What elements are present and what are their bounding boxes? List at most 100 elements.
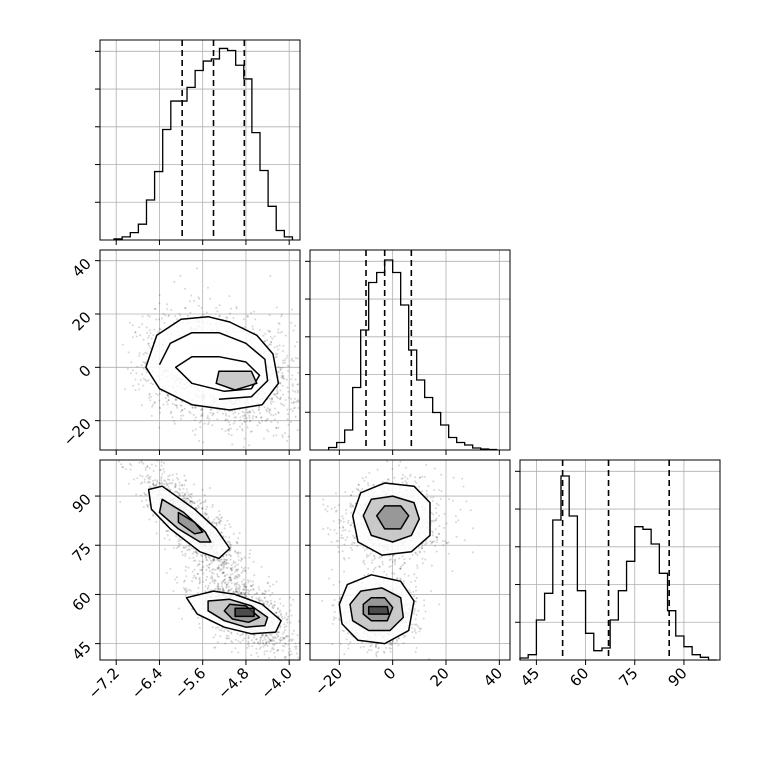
scatter-point <box>148 392 151 395</box>
scatter-point <box>179 488 182 491</box>
scatter-point <box>279 602 282 605</box>
scatter-point <box>221 572 224 575</box>
scatter-point <box>245 419 248 422</box>
scatter-point <box>192 576 195 579</box>
scatter-point <box>230 582 233 585</box>
scatter-point <box>228 536 231 539</box>
scatter-point <box>292 401 295 404</box>
scatter-point <box>217 588 220 591</box>
scatter-point <box>207 286 209 289</box>
scatter-point <box>190 500 193 503</box>
scatter-point <box>179 539 182 542</box>
scatter-point <box>278 597 281 600</box>
scatter-point <box>183 493 186 496</box>
scatter-point <box>255 415 258 418</box>
scatter-point <box>217 517 220 520</box>
scatter-point <box>217 575 220 578</box>
scatter-point <box>243 593 246 596</box>
scatter-point <box>183 546 185 549</box>
scatter-point <box>184 546 187 549</box>
scatter-point <box>227 429 230 432</box>
scatter-point <box>165 530 168 532</box>
histogram-p2 <box>305 249 511 455</box>
scatter-point <box>264 340 266 343</box>
scatter-point <box>285 357 288 360</box>
scatter-point <box>236 542 239 545</box>
scatter-point <box>258 599 261 602</box>
scatter-point <box>286 635 289 638</box>
scatter-point <box>209 297 212 300</box>
scatter-point <box>246 455 248 457</box>
scatter-point <box>215 522 218 525</box>
scatter-point <box>142 462 145 465</box>
scatter-point <box>245 595 248 598</box>
scatter-point <box>221 589 224 592</box>
scatter-point <box>159 469 162 472</box>
scatter-point <box>261 634 264 636</box>
scatter-point <box>279 382 282 385</box>
scatter-point <box>245 588 248 591</box>
scatter-point <box>173 403 176 406</box>
scatter-point <box>281 632 284 635</box>
scatter-point <box>208 417 211 420</box>
scatter-point <box>269 275 272 277</box>
scatter-point <box>212 558 215 561</box>
scatter-point <box>144 378 147 381</box>
scatter-point <box>196 500 199 503</box>
scatter-point <box>276 421 279 424</box>
scatter-point <box>153 401 156 404</box>
scatter-point <box>225 567 228 569</box>
scatter-point <box>229 589 232 592</box>
scatter-point <box>283 642 286 645</box>
scatter-point <box>180 410 182 413</box>
scatter-point <box>185 590 188 593</box>
scatter-point <box>180 417 182 420</box>
scatter-point <box>218 510 221 513</box>
scatter-point <box>175 535 178 538</box>
scatter-point <box>234 590 237 593</box>
scatter-point <box>131 369 134 372</box>
scatter-point <box>212 559 215 562</box>
scatter-point <box>244 569 247 572</box>
scatter-point <box>277 370 280 373</box>
scatter-point <box>288 365 291 368</box>
scatter-point <box>238 532 241 535</box>
scatter-point <box>163 483 166 486</box>
scatter-point <box>228 549 231 552</box>
scatter-point <box>152 482 155 485</box>
scatter-point <box>188 557 191 559</box>
scatter-point <box>205 512 208 515</box>
scatter-point <box>201 566 204 569</box>
scatter-point <box>147 379 150 382</box>
scatter-point <box>223 558 226 561</box>
scatter-point <box>233 565 236 568</box>
scatter-point <box>292 400 295 403</box>
scatter-point <box>265 590 268 593</box>
scatter-point <box>281 350 284 353</box>
scatter-point <box>154 307 157 310</box>
scatter-point <box>232 422 235 425</box>
scatter-point <box>219 588 222 591</box>
scatter-point <box>253 574 256 577</box>
scatter-point <box>224 574 227 577</box>
scatter-point <box>163 457 165 459</box>
scatter-point <box>152 513 154 516</box>
scatter-point <box>205 556 208 559</box>
scatter-point <box>150 382 153 385</box>
scatter-point <box>179 543 182 546</box>
scatter-point <box>275 580 278 583</box>
scatter-point <box>202 501 205 504</box>
scatter-point <box>227 581 230 584</box>
scatter-point <box>207 584 210 587</box>
scatter-point <box>245 417 248 420</box>
scatter-point <box>192 413 195 416</box>
scatter-point <box>179 404 182 407</box>
scatter-point <box>238 589 241 592</box>
scatter-point <box>276 633 278 635</box>
scatter-point <box>294 378 297 381</box>
scatter-point <box>290 639 293 642</box>
scatter-point <box>175 404 178 407</box>
scatter-point <box>230 577 232 580</box>
scatter-point <box>282 359 284 362</box>
scatter-point <box>257 655 260 658</box>
